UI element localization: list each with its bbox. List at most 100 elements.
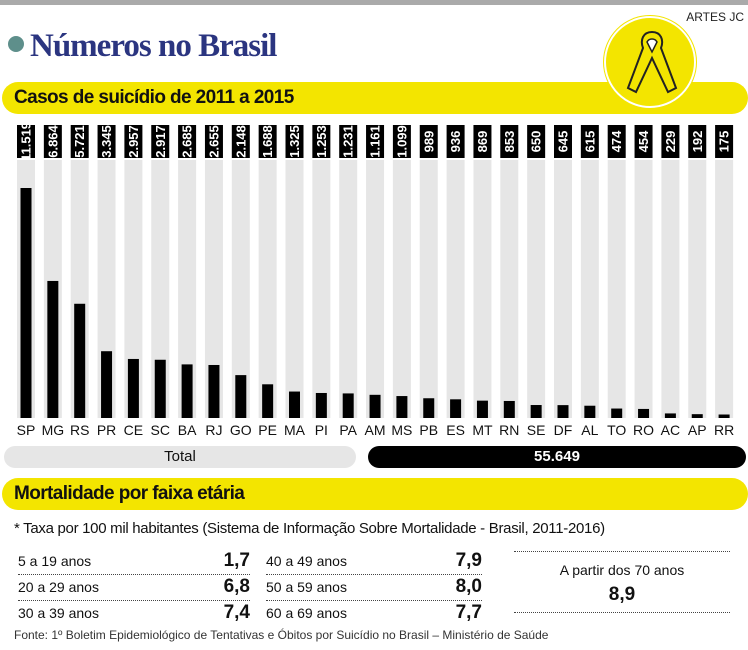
age-label: 20 a 29 anos <box>18 579 99 595</box>
bar <box>20 188 32 418</box>
bar <box>235 375 247 418</box>
value-label: 1.688 <box>260 125 275 158</box>
category-label: GO <box>230 422 252 438</box>
value-label: 615 <box>582 131 597 153</box>
age-label: 30 a 39 anos <box>18 605 99 621</box>
bar <box>557 405 569 418</box>
bar-track <box>419 160 438 418</box>
category-label: PI <box>315 422 328 438</box>
value-label-box <box>231 125 250 158</box>
bar <box>369 394 381 418</box>
value-label-box <box>473 125 492 158</box>
age-label: 5 a 19 anos <box>18 553 92 569</box>
age-row: 60 a 69 anos 7,7 <box>266 601 482 627</box>
category-label: ES <box>446 422 465 438</box>
value-label-box <box>97 125 116 158</box>
category-label: RR <box>714 422 734 438</box>
value-label-box <box>17 125 35 158</box>
rate-note: * Taxa por 100 mil habitantes (Sistema d… <box>14 520 605 537</box>
value-label-box <box>366 125 385 158</box>
value-label-box <box>339 125 358 158</box>
bar-track <box>258 160 277 418</box>
value-label: 474 <box>609 130 624 152</box>
bar-track <box>500 160 519 418</box>
bar-track <box>527 160 546 418</box>
bar <box>208 364 220 418</box>
value-label-box <box>580 125 599 158</box>
bar-chart: 11.519 SP 6.864 MG 5.721 RS 3.345 PR 2.957 CE 2.91… <box>17 122 735 438</box>
value-label: 229 <box>663 131 678 153</box>
bar-track <box>473 160 492 418</box>
bar-track <box>446 160 465 418</box>
bar <box>503 400 515 418</box>
value-label-box <box>285 125 304 158</box>
category-label: PB <box>419 422 438 438</box>
bar <box>289 391 300 418</box>
bar-track <box>231 160 250 418</box>
category-label: CE <box>124 422 143 438</box>
age-rate: 1,7 <box>223 550 250 571</box>
bar <box>638 408 650 418</box>
bar-track <box>366 160 385 418</box>
value-label: 2.148 <box>233 125 248 158</box>
bar-track <box>178 160 197 418</box>
age-rate: 7,7 <box>455 602 482 623</box>
title-text: Números no Brasil <box>30 28 277 64</box>
bar <box>47 280 59 418</box>
bar-track <box>339 160 358 418</box>
category-label: RS <box>70 422 89 438</box>
bar <box>476 400 488 418</box>
bar <box>611 408 623 418</box>
category-label: AP <box>688 422 707 438</box>
value-label: 175 <box>717 131 732 153</box>
value-label: 869 <box>475 131 490 153</box>
category-label: PA <box>339 422 357 438</box>
value-label-box <box>661 125 680 158</box>
over-70-rate: 8,9 <box>608 584 636 605</box>
age-label: 60 a 69 anos <box>266 605 347 621</box>
bar <box>127 358 139 418</box>
value-label: 2.655 <box>206 125 221 158</box>
bar-track <box>392 160 411 418</box>
age-label: 50 a 59 anos <box>266 579 347 595</box>
bar-track <box>124 160 143 418</box>
value-label: 989 <box>421 131 436 153</box>
category-label: DF <box>554 422 573 438</box>
value-label-box <box>43 125 62 158</box>
age-rate: 6,8 <box>223 576 250 597</box>
age-label: 40 a 49 anos <box>266 553 347 569</box>
value-label: 1.099 <box>394 125 409 158</box>
bar <box>584 405 596 418</box>
awareness-ribbon-icon <box>604 16 696 108</box>
bar <box>74 303 86 418</box>
category-label: AM <box>365 422 386 438</box>
bar-track <box>688 160 707 418</box>
bar-track <box>285 160 304 418</box>
value-label: 11.519 <box>19 122 34 161</box>
value-label-box <box>178 125 197 158</box>
value-label-box <box>124 125 143 158</box>
bar-track <box>634 160 653 418</box>
over-70-box: A partir dos 70 anos 8,9 <box>514 551 730 613</box>
bar <box>664 413 676 418</box>
category-label: SE <box>527 422 546 438</box>
value-label-box <box>392 125 411 158</box>
bar-track <box>151 160 170 418</box>
page-title: Números no Brasil <box>8 28 277 65</box>
value-label-box <box>715 125 734 158</box>
bar <box>181 364 193 418</box>
value-label: 936 <box>448 131 463 153</box>
age-rate: 7,9 <box>455 550 482 571</box>
age-row: 5 a 19 anos 1,7 <box>18 549 250 575</box>
value-label-box <box>258 125 277 158</box>
category-label: RN <box>499 422 519 438</box>
age-row: 40 a 49 anos 7,9 <box>266 549 482 575</box>
total-label: Total <box>4 446 356 468</box>
value-label: 2.917 <box>153 125 168 158</box>
value-label-box <box>70 125 89 158</box>
value-label-box <box>634 125 653 158</box>
value-label: 2.685 <box>180 125 195 158</box>
bar-track <box>204 160 223 418</box>
value-label: 192 <box>690 131 705 153</box>
age-rate: 8,0 <box>455 576 482 597</box>
